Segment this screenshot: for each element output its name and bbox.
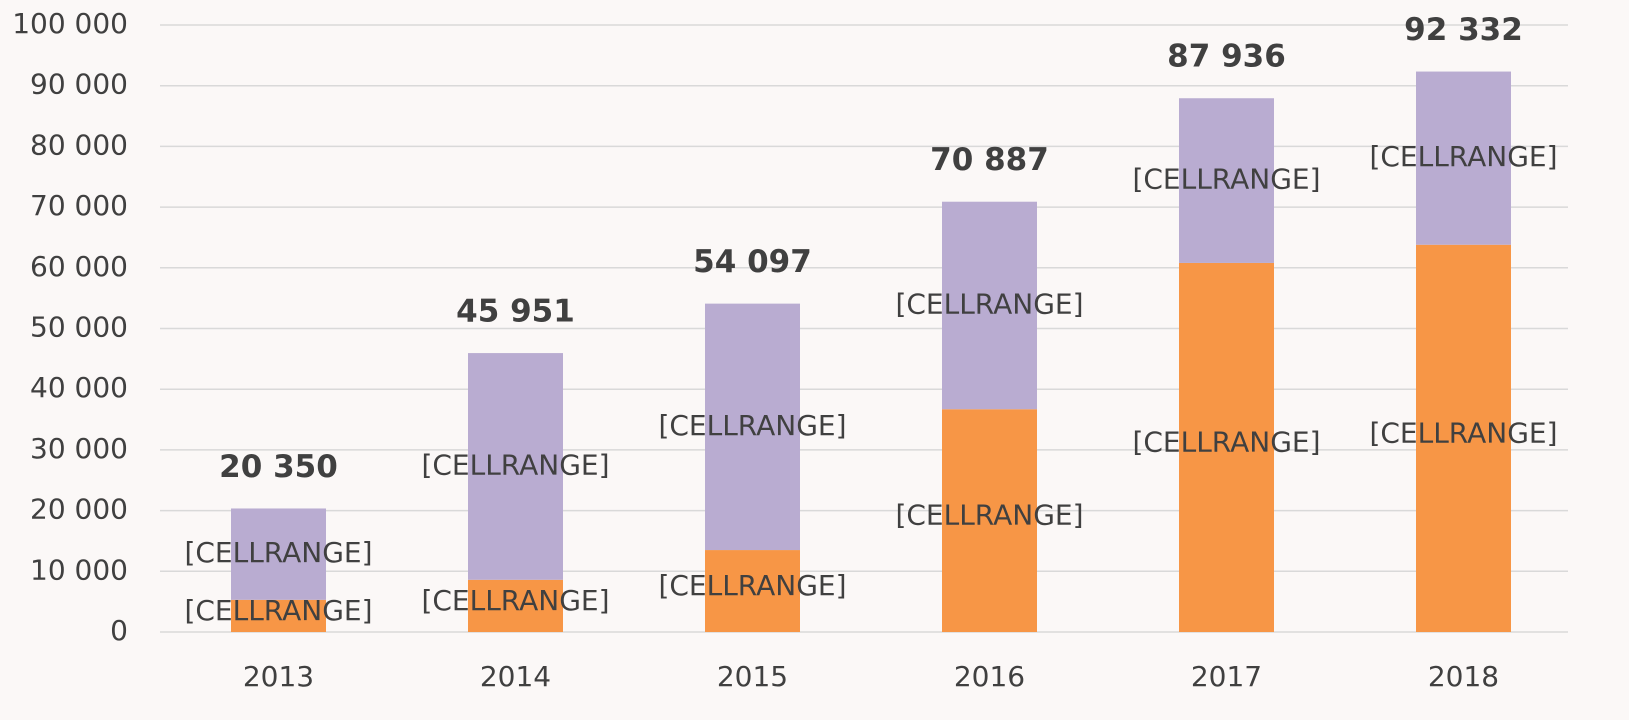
y-tick-label: 40 000 bbox=[30, 371, 128, 404]
bar-segment bbox=[1179, 262, 1274, 632]
total-label: 45 951 bbox=[456, 294, 575, 330]
y-tick-label: 60 000 bbox=[30, 250, 128, 283]
bar-segment bbox=[231, 599, 326, 632]
y-tick-label: 70 000 bbox=[30, 189, 128, 222]
y-tick-label: 20 000 bbox=[30, 493, 128, 526]
total-label: 20 350 bbox=[219, 449, 338, 485]
bar-segment bbox=[705, 550, 800, 632]
value-label: [CELLRANGE] bbox=[421, 584, 609, 617]
bar-segment bbox=[705, 303, 800, 551]
bar-segment bbox=[231, 508, 326, 600]
bar-segment bbox=[1179, 98, 1274, 263]
total-label: 87 936 bbox=[1167, 39, 1286, 75]
value-label: [CELLRANGE] bbox=[895, 287, 1083, 320]
value-label: [CELLRANGE] bbox=[184, 536, 372, 569]
bar-segment bbox=[942, 201, 1037, 410]
y-tick-label: 10 000 bbox=[30, 553, 128, 586]
x-tick-label: 2016 bbox=[954, 660, 1025, 693]
bar-segment bbox=[468, 353, 563, 580]
bar-segment bbox=[468, 579, 563, 632]
total-label: 92 332 bbox=[1404, 12, 1523, 48]
value-label: [CELLRANGE] bbox=[658, 409, 846, 442]
bar-segment bbox=[1416, 71, 1511, 245]
y-tick-label: 100 000 bbox=[12, 7, 128, 40]
x-tick-label: 2014 bbox=[480, 660, 551, 693]
x-tick-label: 2018 bbox=[1428, 660, 1499, 693]
value-label: [CELLRANGE] bbox=[1369, 416, 1557, 449]
x-tick-label: 2015 bbox=[717, 660, 788, 693]
total-label: 70 887 bbox=[930, 142, 1049, 178]
total-label: 54 097 bbox=[693, 244, 812, 280]
y-tick-label: 0 bbox=[110, 614, 128, 647]
value-label: [CELLRANGE] bbox=[1132, 163, 1320, 196]
y-tick-label: 50 000 bbox=[30, 311, 128, 344]
value-label: [CELLRANGE] bbox=[658, 569, 846, 602]
bar-segment bbox=[1416, 244, 1511, 632]
x-tick-label: 2013 bbox=[243, 660, 314, 693]
value-label: [CELLRANGE] bbox=[1132, 425, 1320, 458]
y-tick-label: 90 000 bbox=[30, 68, 128, 101]
y-tick-label: 30 000 bbox=[30, 432, 128, 465]
bar-segment bbox=[942, 409, 1037, 632]
value-label: [CELLRANGE] bbox=[421, 448, 609, 481]
x-tick-label: 2017 bbox=[1191, 660, 1262, 693]
value-label: [CELLRANGE] bbox=[1369, 140, 1557, 173]
y-tick-label: 80 000 bbox=[30, 128, 128, 161]
value-label: [CELLRANGE] bbox=[895, 499, 1083, 532]
